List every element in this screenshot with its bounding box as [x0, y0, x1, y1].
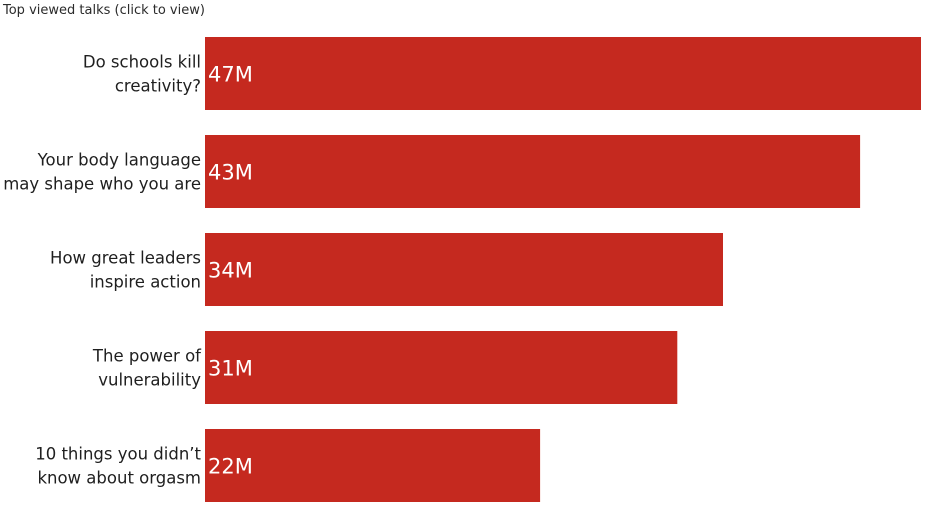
bar[interactable]: [205, 429, 541, 502]
bar-value-label: 31M: [208, 357, 253, 381]
category-label: How great leaders inspire action: [50, 249, 201, 292]
bar[interactable]: [205, 331, 678, 404]
category-label: Do schools kill creativity?: [83, 53, 201, 96]
category-label-line: Your body language: [37, 151, 201, 170]
bar[interactable]: [205, 37, 921, 110]
bar-value-label: 43M: [208, 161, 253, 185]
bar-value-label: 34M: [208, 259, 253, 283]
chart-title: Top viewed talks (click to view): [3, 3, 205, 18]
category-label: 10 things you didn’t know about orgasm: [35, 445, 201, 488]
category-label: The power of vulnerability: [92, 347, 202, 390]
category-label-line: The power of: [92, 347, 202, 366]
category-label-line: vulnerability: [98, 371, 201, 390]
bar-value-label: 22M: [208, 455, 253, 479]
bar-value-label: 47M: [208, 63, 253, 87]
category-label-line: 10 things you didn’t: [35, 445, 201, 464]
category-label-line: How great leaders: [50, 249, 201, 268]
bar[interactable]: [205, 135, 861, 208]
category-label-line: inspire action: [90, 273, 201, 292]
category-label: Your body language may shape who you are: [3, 151, 201, 194]
category-label-line: know about orgasm: [37, 469, 201, 488]
bar[interactable]: [205, 233, 723, 306]
category-label-line: may shape who you are: [3, 175, 201, 194]
category-label-line: creativity?: [115, 77, 201, 96]
category-label-line: Do schools kill: [83, 53, 201, 72]
